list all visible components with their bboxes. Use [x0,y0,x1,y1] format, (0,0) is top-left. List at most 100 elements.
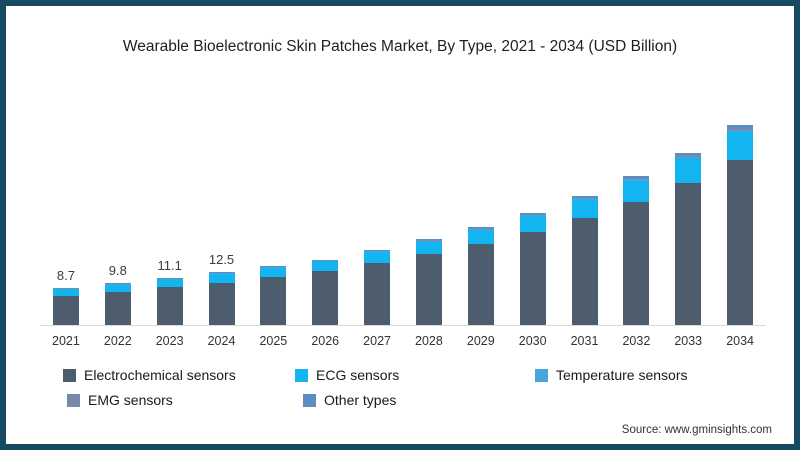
x-axis-labels: 2021 2022 2023 2024 2025 2026 2027 2028 2029 2030… [40,334,766,348]
legend-swatch-icon [295,368,308,382]
stacked-bar-2022 [104,283,131,325]
x-tick-2032: 2032 [622,334,651,348]
segment-other-types [675,152,702,156]
bar-value-label: 9.8 [108,263,127,279]
bar-group-2022: 9.8 [92,263,144,325]
segment-electrochemical-sensors [260,277,287,325]
x-tick-2026: 2026 [311,334,340,348]
bar-group-2030 [507,208,559,325]
stacked-bar-2033 [675,152,702,325]
segment-electrochemical-sensors [623,201,650,325]
legend-label: ECG sensors [316,367,400,383]
segment-ecg-sensors [156,279,183,288]
segment-emg-sensors [727,128,754,130]
segment-emg-sensors [623,177,650,179]
segment-electrochemical-sensors [156,287,183,325]
segment-emg-sensors [675,155,702,157]
source-attribution: Source: www.gminsights.com [621,424,772,436]
bar-group-2026 [299,255,351,325]
x-tick-2029: 2029 [466,334,495,348]
legend-label: Other types [324,392,397,408]
segment-temperature-sensors [571,198,598,200]
x-tick-2021: 2021 [52,334,80,348]
x-tick-2028: 2028 [415,334,443,348]
chart-title: Wearable Bioelectronic Skin Patches Mark… [122,38,678,55]
segment-ecg-sensors [260,267,287,278]
segment-other-types [623,175,650,178]
x-tick-2025: 2025 [259,334,288,348]
segment-other-types [519,212,546,215]
segment-other-types [364,250,391,252]
bar-group-2034 [714,120,766,325]
bar-group-2033 [662,148,714,325]
stacked-bar-2031 [571,195,598,325]
segment-ecg-sensors [623,180,650,202]
bar-group-2032 [610,171,662,325]
legend-swatch-icon [535,368,548,382]
x-tick-2034: 2034 [726,334,754,348]
segment-electrochemical-sensors [312,271,339,325]
segment-ecg-sensors [675,158,702,183]
stacked-bar-2029 [467,226,494,325]
x-tick-2030: 2030 [518,334,547,348]
stacked-bar-2027 [364,250,391,325]
segment-electrochemical-sensors [519,232,546,325]
legend-swatch-icon [303,393,316,407]
bar-group-2028 [403,234,455,325]
segment-other-types [415,239,442,241]
legend-label: Electrochemical sensors [84,367,236,383]
stacked-bar-2023 [156,277,183,325]
stacked-bar-2034 [727,125,754,325]
segment-ecg-sensors [415,241,442,255]
x-tick-2024: 2024 [207,334,236,348]
bar-group-2027 [351,245,403,325]
segment-temperature-sensors [519,214,546,217]
segment-electrochemical-sensors [727,159,754,325]
segment-ecg-sensors [52,289,79,297]
bar-group-2024: 12.5 [196,252,248,325]
segment-ecg-sensors [571,199,598,219]
segment-electrochemical-sensors [208,282,235,325]
segment-electrochemical-sensors [104,291,131,325]
legend-item-emg-sensors: EMG sensors [67,392,173,408]
legend-item-temperature-sensors: Temperature sensors [535,367,688,383]
segment-ecg-sensors [364,252,391,264]
segment-temperature-sensors [415,240,442,242]
stacked-bar-2030 [519,212,546,325]
x-tick-2033: 2033 [674,334,703,348]
segment-ecg-sensors [104,284,131,292]
stacked-bar-2028 [415,239,442,325]
stacked-bar-2021 [52,288,79,325]
segment-other-types [467,226,494,229]
bar-group-2025 [247,261,299,325]
segment-ecg-sensors [727,132,754,160]
segment-ecg-sensors [519,216,546,233]
bar-value-label: 12.5 [208,251,235,267]
segment-electrochemical-sensors [415,254,442,325]
segment-emg-sensors [519,214,546,215]
segment-ecg-sensors [312,261,339,272]
legend-label: Temperature sensors [556,367,688,383]
stacked-bar-2026 [312,259,339,325]
legend-item-ecg-sensors: ECG sensors [295,367,399,383]
stacked-bar-2025 [260,265,287,325]
segment-ecg-sensors [208,273,235,283]
x-tick-2031: 2031 [570,334,599,348]
segment-other-types [312,259,339,261]
segment-other-types [571,195,598,198]
segment-electrochemical-sensors [467,244,494,325]
segment-ecg-sensors [467,229,494,245]
legend-swatch-icon [63,368,76,382]
segment-electrochemical-sensors [571,218,598,325]
bar-group-2029 [455,222,507,325]
x-tick-2023: 2023 [155,334,184,348]
x-tick-2022: 2022 [103,334,132,348]
bar-group-2023: 11.1 [144,258,196,325]
segment-temperature-sensors [467,228,494,230]
legend-label: EMG sensors [88,392,173,408]
segment-other-types [260,265,287,267]
segment-temperature-sensors [675,156,702,159]
segment-electrochemical-sensors [52,296,79,325]
segment-temperature-sensors [364,251,391,253]
